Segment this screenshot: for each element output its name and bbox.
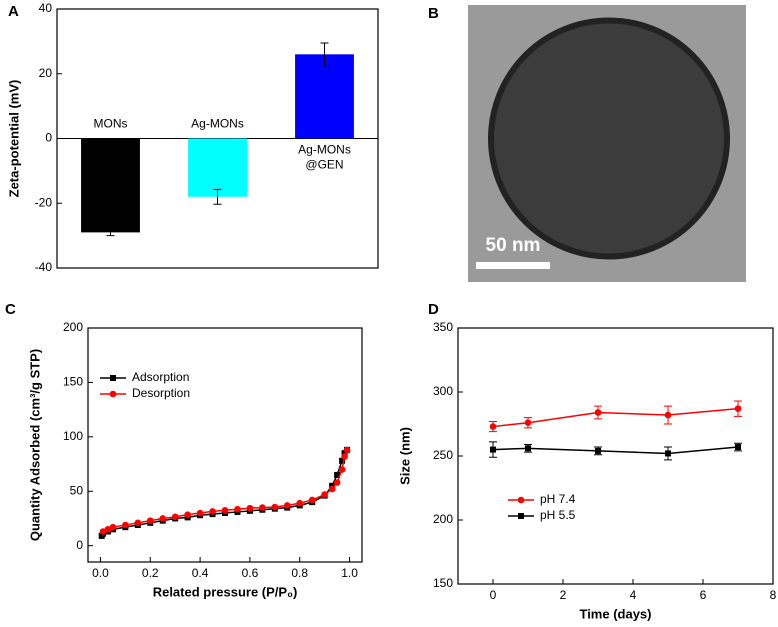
y-tick-label: 300 [433, 384, 453, 398]
marker [338, 466, 346, 473]
x-axis-label: Time (days) [579, 606, 651, 621]
panel-label: B [428, 5, 439, 22]
marker [334, 471, 341, 478]
marker [146, 517, 154, 524]
legend-label: pH 7.4 [540, 492, 576, 506]
x-tick-label: 6 [700, 588, 707, 602]
category-label-line: @GEN [305, 158, 343, 172]
marker [122, 521, 129, 529]
y-tick-label: 350 [433, 320, 453, 334]
marker [134, 519, 142, 527]
x-tick-label: 4 [630, 588, 637, 602]
marker [246, 504, 254, 512]
marker [735, 444, 741, 451]
marker [341, 453, 348, 460]
legend-label: Adsorption [132, 370, 189, 384]
bar [188, 138, 247, 197]
legend-marker [517, 496, 525, 504]
error-bar [106, 228, 115, 237]
y-axis-label: Size (nm) [397, 427, 412, 485]
x-tick-label: 8 [770, 588, 777, 602]
scale-label: 50 nm [486, 235, 541, 256]
error-bar [320, 42, 329, 67]
marker [339, 457, 346, 464]
marker [333, 479, 341, 486]
marker [283, 502, 291, 509]
x-tick-label: 0.4 [192, 566, 209, 580]
x-axis-label: Related pressure (P/P₀) [153, 584, 298, 599]
x-tick-label: 0.0 [92, 566, 109, 580]
y-tick-label: -40 [35, 260, 53, 274]
panel-label: A [8, 3, 19, 20]
marker [209, 508, 216, 515]
x-tick-label: 0.8 [291, 566, 308, 580]
marker [321, 491, 328, 498]
marker [271, 503, 279, 511]
y-tick-label: 40 [39, 1, 53, 15]
category-label: Ag-MONs [191, 117, 244, 131]
error-bar [213, 188, 222, 205]
legend-marker [109, 390, 117, 398]
particle [488, 17, 730, 260]
marker [328, 485, 336, 493]
marker [524, 419, 532, 427]
scale-bar [476, 262, 550, 269]
y-axis-label: Quantity Adsorbed (cm³/g STP) [27, 349, 42, 541]
marker [234, 505, 241, 513]
y-axis-label: Zeta-potential (mV) [6, 80, 21, 198]
y-tick-label: 200 [63, 320, 83, 334]
marker [221, 507, 229, 514]
x-tick-label: 0 [490, 588, 497, 602]
marker [525, 445, 531, 452]
y-tick-label: 100 [63, 429, 83, 443]
x-tick-label: 0.6 [242, 566, 259, 580]
marker [99, 528, 107, 535]
marker [343, 446, 351, 454]
y-tick-label: 150 [63, 375, 83, 389]
panel-label: D [428, 301, 439, 318]
marker [595, 447, 601, 454]
plot-frame [87, 327, 363, 563]
marker [259, 504, 266, 511]
marker [159, 515, 167, 522]
marker [171, 513, 179, 521]
legend-marker [110, 375, 116, 381]
marker [734, 405, 742, 412]
marker [184, 511, 191, 518]
marker [196, 509, 204, 517]
marker [490, 446, 496, 453]
marker [104, 526, 112, 533]
category-label: MONs [94, 117, 128, 131]
y-tick-label: 200 [433, 512, 453, 526]
legend-label: pH 5.5 [540, 508, 576, 522]
marker [665, 450, 671, 457]
x-tick-label: 1.0 [341, 566, 358, 580]
legend-marker [518, 513, 524, 519]
marker [109, 523, 117, 531]
panel-label: C [5, 301, 16, 318]
y-tick-label: 0 [45, 131, 52, 145]
y-tick-label: 50 [70, 483, 84, 497]
marker [664, 411, 672, 419]
marker [489, 423, 497, 430]
y-tick-label: -20 [35, 195, 53, 209]
legend-label: Desorption [132, 386, 190, 400]
marker [296, 499, 304, 507]
y-tick-label: 150 [433, 576, 453, 590]
y-tick-label: 0 [76, 538, 83, 552]
category-label: Ag-MONs @GEN [298, 143, 351, 172]
y-tick-label: 250 [433, 448, 453, 462]
x-tick-label: 2 [560, 588, 567, 602]
marker [308, 496, 316, 504]
marker [594, 409, 602, 416]
y-tick-label: 20 [39, 66, 53, 80]
bar [81, 138, 140, 233]
category-label-line: Ag-MONs [298, 143, 351, 157]
bar [295, 54, 354, 139]
x-tick-label: 0.2 [142, 566, 159, 580]
